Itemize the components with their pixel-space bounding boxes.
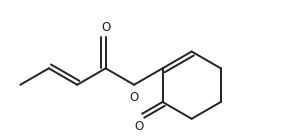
Text: O: O [129, 91, 139, 104]
Text: O: O [101, 21, 110, 34]
Text: O: O [135, 120, 144, 133]
